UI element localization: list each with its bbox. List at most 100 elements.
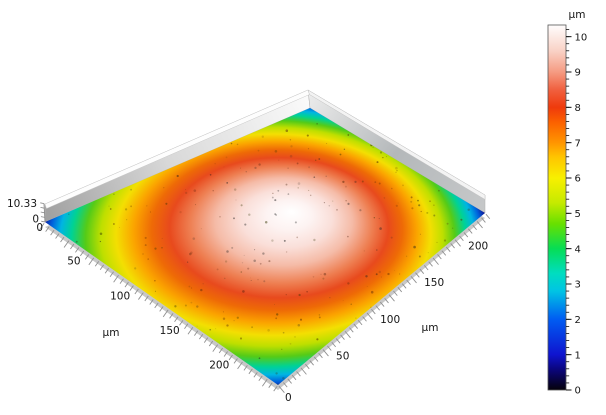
height-surface — [45, 108, 485, 385]
surface-texture-speckles — [68, 122, 470, 385]
y-axis-tick — [454, 239, 461, 247]
x-axis-tick-label: 100 — [110, 290, 130, 302]
colorbar-tick-label: 3 — [575, 280, 581, 291]
surface-view[interactable] — [45, 108, 485, 385]
x-axis-tick — [174, 316, 179, 323]
colorbar-tick-label: 8 — [575, 103, 581, 114]
z-axis-tick — [40, 211, 45, 214]
y-axis-tick — [379, 301, 385, 307]
z-axis-tick — [41, 220, 46, 223]
x-axis-tick — [124, 281, 129, 288]
y-axis-tick — [406, 279, 411, 285]
x-axis-tick — [129, 285, 134, 291]
x-axis-tick — [55, 233, 60, 239]
y-axis-tick — [362, 316, 367, 322]
x-axis-tick — [218, 347, 223, 354]
y-axis-tick — [459, 235, 464, 242]
x-axis-tick — [184, 323, 189, 329]
colorbar: µm 0 1 2 3 4 5 6 7 8 9 10 — [547, 9, 588, 397]
y-axis-tick — [331, 341, 336, 348]
y-axis-tick — [309, 360, 314, 366]
x-axis-tick — [94, 261, 100, 267]
x-axis-tick-label: 0 — [36, 222, 43, 234]
x-axis-tick-label: 200 — [209, 360, 229, 372]
y-axis-tick — [393, 290, 398, 296]
back-wall-rim-right — [307, 89, 486, 200]
x-axis-tick — [223, 351, 228, 357]
colorbar-ticks: 0 1 2 3 4 5 6 7 8 9 10 — [566, 29, 588, 397]
y-axis-tick — [357, 319, 363, 326]
y-axis-tick — [366, 312, 373, 320]
z-axis: 10.33 0 — [7, 198, 46, 226]
colorbar-tick-label: 4 — [575, 244, 581, 255]
colorbar-tick-label: 9 — [575, 68, 581, 79]
y-axis-tick-label: 0 — [285, 392, 292, 404]
x-axis-tick — [159, 306, 164, 312]
x-axis-tick — [187, 327, 194, 335]
x-axis-tick — [149, 299, 154, 305]
x-axis-tick-label: 50 — [67, 256, 80, 268]
x-axis-tick — [50, 229, 55, 236]
y-axis-tick — [485, 213, 491, 220]
y-axis-tick — [287, 378, 292, 384]
x-axis-tick — [169, 313, 174, 319]
y-axis-tick — [344, 330, 351, 339]
y-axis-tick — [441, 250, 447, 256]
x-axis-tick — [194, 330, 199, 336]
x-axis-tick — [104, 268, 109, 274]
x-axis-tick — [212, 344, 219, 352]
y-axis-tick — [305, 363, 310, 370]
x-axis-tick — [75, 247, 80, 253]
colorbar-tick-label: 10 — [575, 32, 588, 43]
y-axis-tick — [397, 287, 403, 293]
y-axis-tick — [278, 385, 285, 393]
x-axis-tick — [261, 379, 268, 387]
x-axis-tick — [198, 333, 204, 340]
x-axis-tick — [119, 278, 124, 284]
x-axis-tick — [273, 385, 278, 392]
y-axis-tick — [384, 298, 389, 304]
y-axis-tick — [300, 367, 307, 375]
y-axis-tick — [472, 224, 477, 231]
axes: 0 50 100 150 200 0 50 100 150 200 — [36, 213, 491, 404]
x-axis-tick — [134, 288, 139, 295]
x-axis-tick — [70, 243, 75, 250]
x-axis-tick — [138, 292, 144, 300]
y-axis-tick — [283, 382, 288, 388]
z-axis-tick — [40, 216, 45, 218]
y-axis-tick — [432, 257, 439, 265]
x-axis-tick — [243, 365, 248, 371]
colorbar-gradient-bar — [547, 24, 567, 391]
z-axis-max-label: 10.33 — [7, 198, 37, 210]
y-axis-tick — [481, 217, 486, 223]
y-axis-tick — [296, 371, 301, 377]
y-axis-tick — [463, 232, 469, 238]
x-axis-tick — [109, 271, 114, 277]
y-axis-tick — [428, 261, 433, 267]
y-axis-tick-label: 150 — [424, 277, 444, 289]
y-axis-tick — [415, 272, 420, 278]
x-axis-tick — [113, 274, 119, 283]
x-axis-tick — [179, 320, 184, 326]
y-axis-tick — [327, 345, 332, 351]
x-axis-tick — [79, 250, 85, 257]
y-axis-tick — [322, 349, 329, 357]
x-axis-tick — [228, 354, 233, 361]
colorbar-tick-label: 2 — [575, 315, 581, 326]
y-axis-tick — [349, 327, 354, 333]
y-axis-tick — [476, 221, 483, 229]
y-axis-tick — [313, 356, 319, 362]
y-axis-tick — [410, 276, 417, 284]
x-axis-tick — [45, 226, 50, 232]
y-axis-title: µm — [422, 322, 439, 334]
z-axis-tick — [40, 207, 45, 209]
y-axis-tick-label: 100 — [380, 314, 400, 326]
y-axis-tick — [375, 305, 381, 311]
x-axis-title: µm — [103, 327, 120, 339]
x-axis-tick — [38, 222, 45, 231]
colorbar-tick-label: 5 — [575, 209, 581, 220]
y-axis-tick — [445, 246, 451, 252]
y-axis-tick — [437, 254, 442, 260]
colorbar-tick-label: 6 — [575, 174, 581, 185]
